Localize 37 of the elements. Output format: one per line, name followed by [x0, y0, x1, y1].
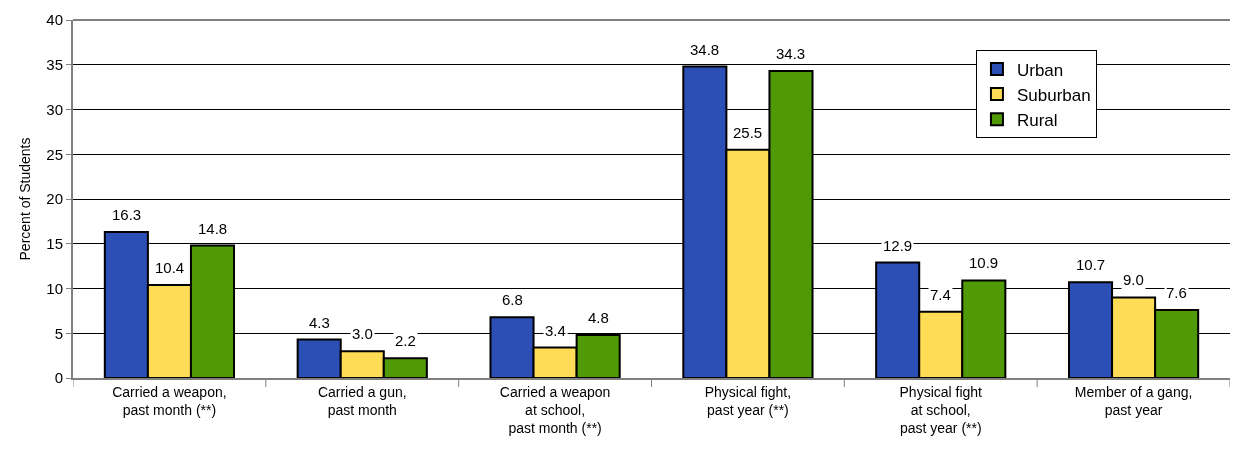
data-label: 4.8 — [588, 309, 609, 326]
data-label: 10.9 — [969, 254, 999, 271]
y-tick-label: 35 — [46, 56, 63, 73]
data-label: 10.7 — [1076, 256, 1106, 273]
x-tick-label: Carried a weapon at school, past month (**) — [499, 383, 611, 437]
data-label: 25.5 — [733, 124, 763, 141]
y-tick-label: 40 — [46, 11, 63, 29]
x-tick-label: Physical fight at school, past year (**) — [899, 383, 983, 437]
y-tick-label: 20 — [46, 190, 63, 208]
x-tick-label: Carried a gun, past month — [317, 383, 407, 418]
y-tick-label: 0 — [54, 369, 63, 387]
x-tick-label: Member of a gang, past year — [1074, 383, 1193, 418]
data-label: 10.4 — [155, 259, 185, 276]
y-axis-title: Percent of Students — [17, 137, 34, 261]
legend-label: Rural — [1016, 110, 1058, 130]
y-tick-label: 25 — [46, 145, 63, 163]
x-tick-label: Physical fight, past year (**) — [704, 383, 792, 418]
data-label: 9.0 — [1123, 271, 1144, 288]
legend-label: Urban — [1016, 60, 1064, 80]
y-tick-label: 15 — [46, 235, 63, 252]
data-label: 7.6 — [1166, 284, 1187, 301]
data-label: 14.8 — [198, 220, 228, 237]
y-tick-label: 5 — [54, 324, 63, 342]
y-tick-label: 10 — [46, 279, 63, 297]
data-label: 6.8 — [502, 291, 523, 308]
data-label: 12.9 — [883, 237, 913, 254]
data-label: 7.4 — [930, 286, 951, 303]
legend-label: Suburban — [1016, 85, 1091, 105]
data-label: 3.4 — [545, 322, 566, 339]
data-label: 3.0 — [352, 325, 373, 342]
data-label: 34.3 — [776, 45, 806, 62]
data-label: 16.3 — [112, 206, 142, 223]
y-tick-label: 30 — [46, 100, 63, 118]
data-label: 4.3 — [309, 314, 330, 331]
data-label: 2.2 — [395, 332, 416, 349]
x-tick-label: Carried a weapon, past month (**) — [112, 383, 227, 418]
data-label: 34.8 — [690, 41, 720, 58]
